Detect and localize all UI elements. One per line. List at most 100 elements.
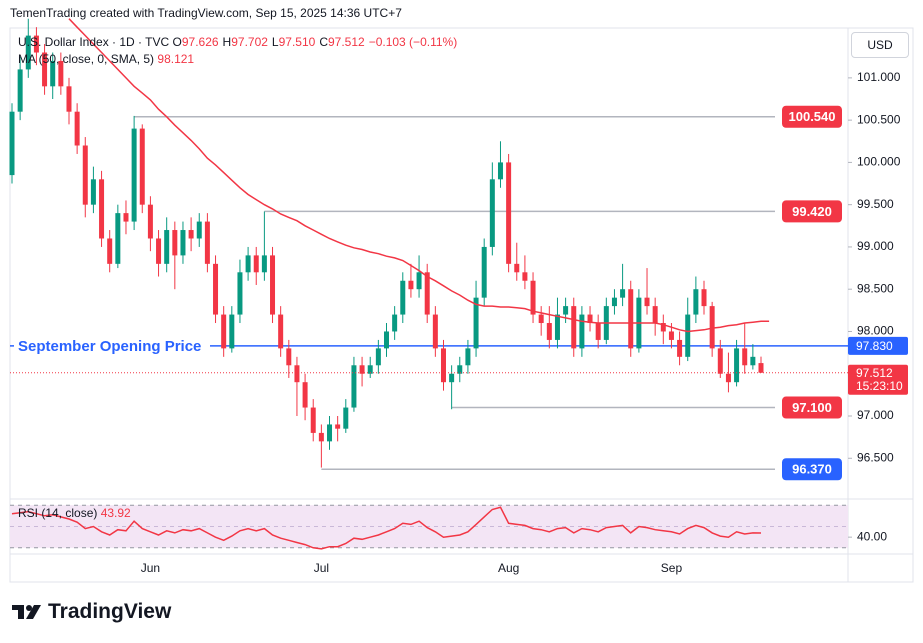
ohlc-item: L [271,35,279,49]
candle-body [652,306,658,324]
candle-body [164,230,170,264]
candle-body [66,86,72,112]
countdown-label: 15:23:10 [856,379,903,393]
candle-body [449,373,455,383]
candle-body [489,179,495,247]
candle-body [33,35,39,53]
ohlc-item: 97.512 [327,35,365,49]
rsi-legend: RSI (14, close) 43.92 [18,506,131,520]
opening-price-box [848,336,908,355]
candle-body [294,365,300,383]
candle-body [367,365,373,374]
symbol-legend: U.S. Dollar Index · 1D · TVC O97.626 H97.… [18,35,461,49]
logo: TradingView [12,600,171,624]
last-price-box [848,364,908,395]
candle-body [270,255,276,315]
logo-icon [12,605,41,619]
y-tick-label: 98.000 [857,324,894,338]
candle-body [221,314,227,349]
candle-body [204,221,210,264]
candle-body [9,111,15,176]
y-tick-label: 101.000 [857,70,901,84]
candle-body [546,323,552,340]
level-label: 97.100 [792,400,832,415]
candle-body [156,238,162,264]
candle-body [99,179,105,239]
candle-body [506,162,512,264]
rsi-value: 43.92 [100,506,131,520]
candle-body [343,407,349,429]
candle-body [302,382,308,408]
candle-body [416,272,422,290]
y-tick-label: 97.000 [857,408,894,422]
candle-body [400,280,406,315]
candle-body [74,111,80,146]
candle-body [17,69,23,112]
x-tick-label: Jun [141,561,160,575]
level-label-box [782,105,842,128]
x-tick-label: Sep [661,561,683,575]
candle-body [709,306,715,349]
currency-button[interactable]: USD [851,32,909,58]
candle-body [554,314,560,340]
candle-body [530,280,536,315]
ma-line [68,18,770,333]
candle-body [408,280,414,290]
candle-body [253,255,259,273]
candle-body [440,348,446,383]
candle-body [188,230,194,239]
ohlc-item: O [172,35,182,49]
candle-body [107,238,113,264]
candle-body [677,339,683,357]
candle-body [392,314,398,332]
ohlc-item: −0.103 (−0.11%) [368,35,458,49]
candle-body [571,306,577,349]
candle-body [465,348,471,366]
candle-body [481,246,487,298]
candle-body [432,314,438,349]
candle-body [522,272,528,281]
y-tick-label: 98.500 [857,281,894,295]
opening-price-name-bg [14,336,210,355]
rsi-tick-label: 40.00 [857,529,887,543]
candle-body [172,230,178,256]
candle-body [750,356,756,366]
y-tick-label: 99.500 [857,197,894,211]
candle-body [245,255,251,273]
candle-body [628,289,634,349]
candle-body [384,331,389,349]
ohlc-item: H [222,35,232,49]
ma-name: MA (50, close, 0, SMA, 5) [18,52,155,66]
candle-body [42,52,48,87]
x-tick-label: Jul [314,561,329,575]
ohlc-legend: O97.626 H97.702 L97.510 C97.512 −0.103 (−0.1… [173,35,462,49]
candle-body [579,314,585,349]
ma-value: 98.121 [157,52,195,66]
level-label: 96.370 [792,462,832,477]
candle-body [58,60,64,87]
candle-body [538,314,544,324]
candle-body [261,255,267,273]
candle-body [595,323,601,340]
candle-body [147,204,153,239]
last-price-label: 97.512 [856,366,893,380]
candle-body [25,35,31,70]
candle-body [115,213,121,264]
candle-body [742,348,748,366]
level-label-box [782,458,842,481]
candle-body [90,179,96,205]
candle-body [701,289,707,307]
level-label: 99.420 [792,204,832,219]
candle-body [758,363,764,373]
candle-body [180,230,186,256]
candle-body [717,348,723,374]
candle-body [611,297,617,307]
candle-body [620,289,626,298]
candle-body [131,128,137,222]
candle-body [139,128,145,205]
candles [9,18,764,468]
candle-body [278,314,284,349]
y-tick-label: 99.000 [857,239,894,253]
